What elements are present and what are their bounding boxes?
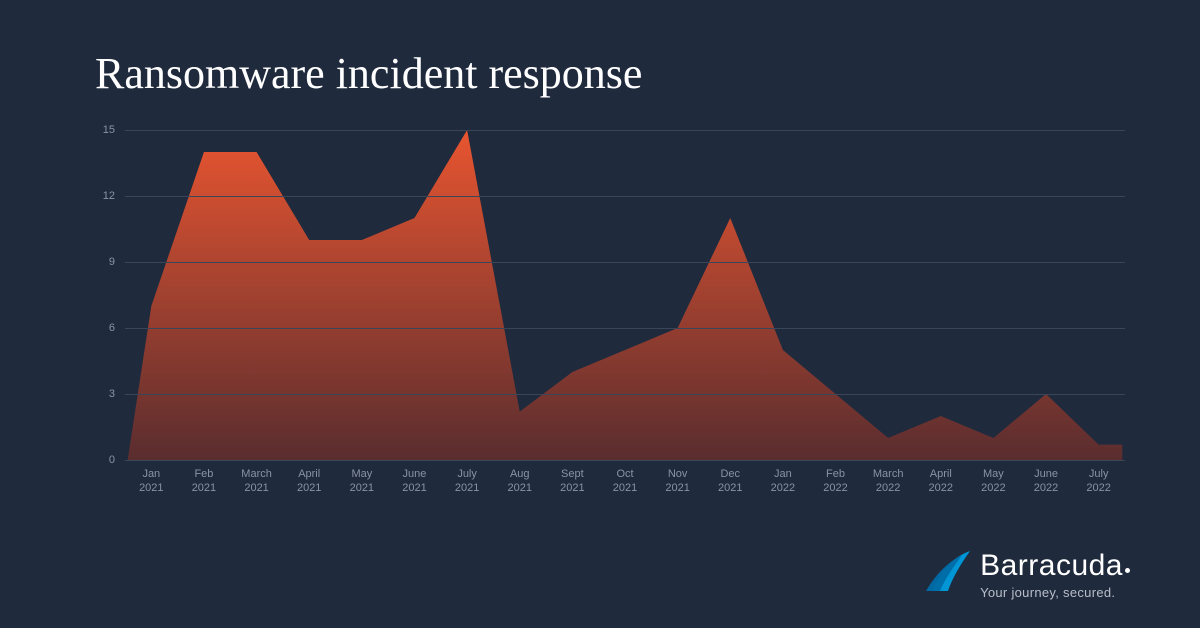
brand-tagline: Your journey, secured. [980,585,1115,600]
gridline [125,328,1125,329]
x-tick-label: Feb2022 [810,468,862,496]
brand-text: Barracuda Your journey, secured. [980,551,1130,600]
x-tick-label: July2021 [441,468,493,496]
x-tick-label: April2021 [283,468,335,496]
area-svg [125,130,1125,460]
area-series [128,130,1123,460]
y-tick-label: 12 [85,190,115,202]
gridline [125,130,1125,131]
plot-area [125,130,1125,460]
gridline [125,196,1125,197]
y-tick-label: 6 [85,322,115,334]
x-tick-label: March2021 [231,468,283,496]
gridline [125,262,1125,263]
x-tick-label: Jan2022 [757,468,809,496]
y-tick-label: 3 [85,388,115,400]
x-tick-label: July2022 [1073,468,1125,496]
gridline [125,394,1125,395]
brand-block: Barracuda Your journey, secured. [926,551,1130,600]
page-title: Ransomware incident response [95,48,642,99]
x-tick-label: April2022 [915,468,967,496]
x-tick-label: June2022 [1020,468,1072,496]
gridline [125,460,1125,461]
x-tick-label: Oct2021 [599,468,651,496]
x-tick-label: Dec2021 [704,468,756,496]
y-tick-label: 9 [85,256,115,268]
x-tick-label: June2021 [388,468,440,496]
x-tick-label: May2022 [967,468,1019,496]
x-tick-label: Feb2021 [178,468,230,496]
x-tick-label: Sept2021 [546,468,598,496]
area-chart: 03691215Jan2021Feb2021March2021April2021… [95,130,1125,490]
brand-name-text: Barracuda [980,549,1123,582]
y-tick-label: 15 [85,124,115,136]
brand-name: Barracuda [980,551,1130,581]
x-tick-label: Nov2021 [652,468,704,496]
x-tick-label: Jan2021 [125,468,177,496]
x-tick-label: Aug2021 [494,468,546,496]
barracuda-logo-icon [926,551,970,591]
y-tick-label: 0 [85,454,115,466]
x-tick-label: May2021 [336,468,388,496]
brand-dot-icon [1125,568,1130,573]
x-tick-label: March2022 [862,468,914,496]
